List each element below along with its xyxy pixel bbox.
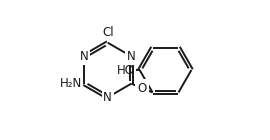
Text: Cl: Cl — [102, 25, 113, 38]
Text: O: O — [137, 81, 147, 94]
Text: N: N — [103, 91, 112, 104]
Text: H₂N: H₂N — [60, 77, 82, 90]
Text: HO: HO — [117, 64, 135, 76]
Text: N: N — [80, 50, 89, 63]
Text: N: N — [127, 50, 136, 63]
